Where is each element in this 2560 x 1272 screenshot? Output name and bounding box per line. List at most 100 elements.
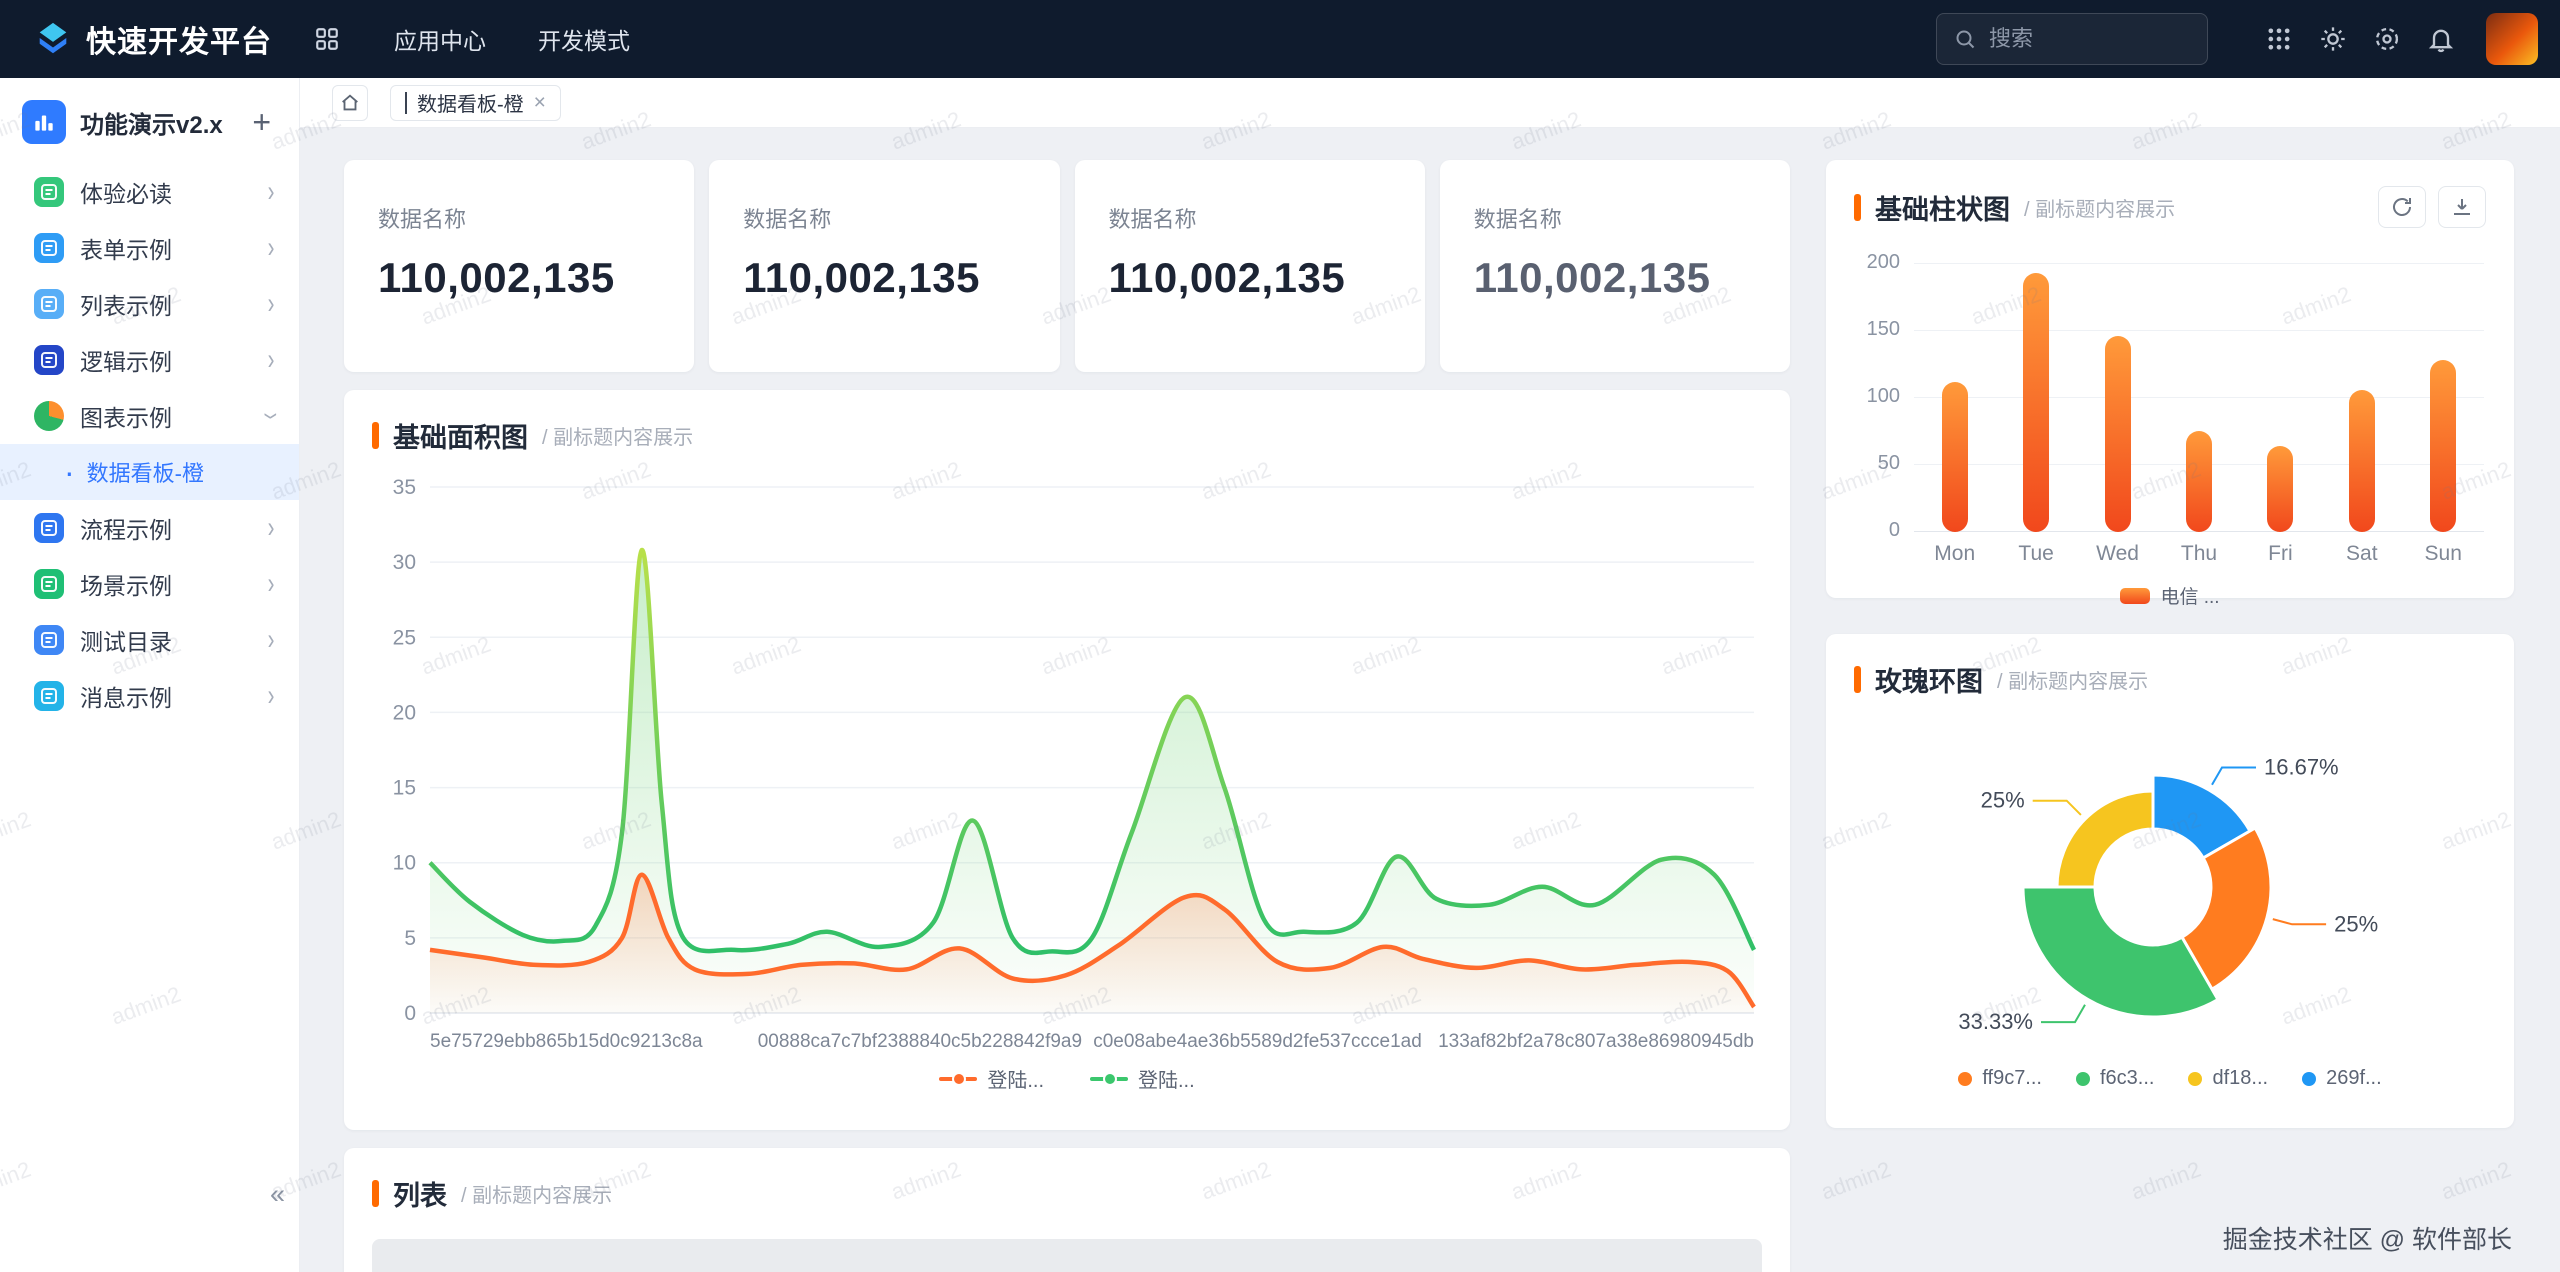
sidebar: 功能演示v2.x + 体验必读 › 表单示例 › 列表示例 › 逻辑示例 › 图表示例 › · 数据看… <box>0 78 300 1272</box>
search-icon <box>1953 27 1977 51</box>
legend-swatch <box>1090 1071 1128 1086</box>
svg-text:25: 25 <box>393 626 416 649</box>
bar[interactable] <box>2185 431 2212 532</box>
logo-icon <box>34 20 72 58</box>
rose-donut-chart: 16.67% 25% 33.33% 25% <box>1826 699 2514 1063</box>
collapse-sidebar-button[interactable]: « <box>269 1179 285 1209</box>
sidebar-item-3[interactable]: 列表示例 › <box>0 276 299 332</box>
chevron-right-icon: › <box>267 678 275 713</box>
search-box[interactable] <box>1936 13 2208 65</box>
area-chart-title: 基础面积图 <box>393 423 528 453</box>
avatar[interactable] <box>2486 13 2538 65</box>
bar[interactable] <box>2104 336 2131 532</box>
message-icon <box>34 681 64 711</box>
area-legend-item[interactable]: 登陆... <box>1090 1064 1195 1093</box>
chevron-right-icon: › <box>267 566 275 601</box>
logic-icon <box>34 345 64 375</box>
stat-label: 数据名称 <box>743 207 832 232</box>
download-button[interactable] <box>2438 186 2486 228</box>
bar[interactable] <box>2267 446 2294 532</box>
svg-text:10: 10 <box>393 852 416 875</box>
bar-category-label: Thu <box>2180 542 2218 565</box>
refresh-button[interactable] <box>2378 186 2426 228</box>
area-chart: 0 5 10 15 20 25 30 35 5e75729ebb865b15d0c9213c8a… <box>344 455 1790 1062</box>
form-icon <box>34 233 64 263</box>
sidebar-item-8[interactable]: 测试目录 › <box>0 612 299 668</box>
sidebar-item-7[interactable]: 场景示例 › <box>0 556 299 612</box>
bar-chart-card: 基础柱状图 / 副标题内容展示 0 50 100 150 200 Mon Tue Wed Thu… <box>1826 160 2514 608</box>
tabbar: 数据看板-橙 × <box>300 78 2560 128</box>
svg-text:16.67%: 16.67% <box>2264 755 2339 780</box>
bar-legend-item[interactable]: 电信 ... <box>1826 582 2514 609</box>
app-grid-icon[interactable] <box>2265 25 2293 53</box>
workspace-name: 功能演示v2.x <box>80 111 223 139</box>
rose-chart-card: 玫瑰环图 / 副标题内容展示 16.67% 25% 33.33% 25% ff9c7.… <box>1826 634 2514 1128</box>
chevron-right-icon: › <box>267 342 275 377</box>
nav-dev-mode[interactable]: 开发模式 <box>538 28 630 54</box>
bar[interactable] <box>2348 390 2375 532</box>
rose-chart-title: 玫瑰环图 <box>1875 667 1983 697</box>
bar[interactable] <box>2023 273 2050 532</box>
list-icon <box>34 289 64 319</box>
chevron-right-icon: › <box>267 174 275 209</box>
legend-dot <box>2188 1071 2203 1086</box>
search-input[interactable] <box>1989 26 2191 52</box>
bar-category-label: Sun <box>2424 542 2462 565</box>
bar-chart: 0 50 100 150 200 Mon Tue Wed Thu Fri Sat Sun 电信 ... <box>1826 251 2514 609</box>
svg-text:35: 35 <box>393 476 416 499</box>
bullet-icon: · <box>64 454 75 490</box>
workspace-icon <box>22 100 66 144</box>
sidebar-item-5[interactable]: 图表示例 › <box>0 388 299 444</box>
svg-text:c0e08abe4ae36b5589d2fe537ccce1: c0e08abe4ae36b5589d2fe537ccce1ad <box>1093 1031 1422 1052</box>
stat-label: 数据名称 <box>378 207 467 232</box>
title-marker <box>1854 193 1861 221</box>
svg-text:0: 0 <box>404 1002 416 1025</box>
add-app-button[interactable]: + <box>252 104 271 140</box>
sidebar-item-label: 场景示例 <box>80 573 172 599</box>
area-chart-subtitle: / 副标题内容展示 <box>542 427 694 449</box>
chevron-right-icon: › <box>267 286 275 321</box>
sidebar-item-2[interactable]: 表单示例 › <box>0 220 299 276</box>
bell-icon[interactable] <box>2427 25 2455 53</box>
stat-value: 110,002,135 <box>1473 254 1711 301</box>
app-logo[interactable]: 快速开发平台 <box>0 17 300 61</box>
nav-app-center[interactable]: 应用中心 <box>394 28 486 54</box>
sidebar-item-4[interactable]: 逻辑示例 › <box>0 332 299 388</box>
main-content: 数据名称 110,002,135 数据名称 110,002,135 数据名称 110,00… <box>300 128 2560 1272</box>
svg-text:25%: 25% <box>2334 911 2378 936</box>
sidebar-item-label: 表单示例 <box>80 237 172 263</box>
sidebar-item-6[interactable]: 流程示例 › <box>0 500 299 556</box>
rose-legend-item[interactable]: 269f... <box>2302 1067 2382 1090</box>
sidebar-subitem-active[interactable]: · 数据看板-橙 <box>0 444 299 500</box>
bar-category-label: Sat <box>2346 542 2378 565</box>
area-legend-item[interactable]: 登陆... <box>939 1064 1044 1093</box>
svg-text:15: 15 <box>393 777 416 800</box>
topbar: 快速开发平台 应用中心 开发模式 <box>0 0 2560 78</box>
stat-label: 数据名称 <box>1473 207 1562 232</box>
svg-text:25%: 25% <box>1981 788 2025 813</box>
apps-grid-icon[interactable] <box>314 26 340 52</box>
settings-icon[interactable] <box>2373 25 2401 53</box>
active-tab[interactable]: 数据看板-橙 × <box>390 84 561 121</box>
rose-legend-item[interactable]: ff9c7... <box>1958 1067 2042 1090</box>
sidebar-item-label: 体验必读 <box>80 181 172 207</box>
sidebar-item-9[interactable]: 消息示例 › <box>0 668 299 724</box>
legend-dot <box>2075 1071 2090 1086</box>
rose-legend-item[interactable]: f6c3... <box>2075 1067 2154 1090</box>
bar[interactable] <box>2430 360 2457 532</box>
stat-card-1: 数据名称 110,002,135 <box>344 160 695 372</box>
bar[interactable] <box>1941 382 1968 532</box>
svg-text:133af82bf2a78c807a38e86980945d: 133af82bf2a78c807a38e86980945db <box>1438 1031 1754 1052</box>
chevron-down-icon: › <box>254 412 289 420</box>
app-title: 快速开发平台 <box>86 26 272 59</box>
subitem-label: 数据看板-橙 <box>86 461 204 486</box>
sidebar-item-1[interactable]: 体验必读 › <box>0 164 299 220</box>
stat-value: 110,002,135 <box>1108 254 1346 301</box>
title-marker <box>372 422 379 449</box>
chevron-right-icon: › <box>267 230 275 265</box>
gear-icon[interactable] <box>2319 25 2347 53</box>
rose-legend-item[interactable]: df18... <box>2188 1067 2268 1090</box>
svg-text:30: 30 <box>393 551 416 574</box>
tab-close-icon[interactable]: × <box>533 90 546 114</box>
home-tab-button[interactable] <box>332 84 368 121</box>
